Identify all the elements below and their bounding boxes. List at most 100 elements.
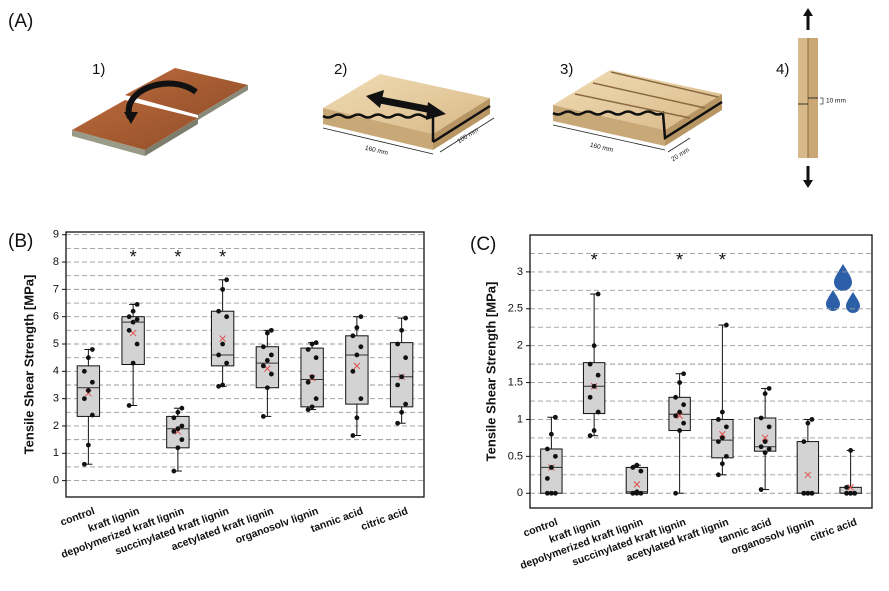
panel-label: (A) (8, 11, 33, 32)
y-tick-label: 2 (53, 420, 59, 432)
data-point (127, 403, 132, 408)
data-point (269, 372, 274, 377)
data-point (179, 437, 184, 442)
data-point (179, 406, 184, 411)
data-point (759, 487, 764, 492)
significance-mark: * (719, 250, 726, 270)
box-group (390, 316, 412, 426)
data-point (224, 314, 229, 319)
data-point (171, 429, 176, 434)
data-point (90, 413, 95, 418)
data-point (677, 380, 682, 385)
data-point (350, 433, 355, 438)
box-group (211, 277, 233, 388)
data-point (716, 472, 721, 477)
data-point (358, 344, 363, 349)
data-point (265, 358, 270, 363)
data-point (220, 287, 225, 292)
data-point (314, 355, 319, 360)
data-point (224, 277, 229, 282)
data-point (634, 463, 639, 468)
data-point (354, 325, 359, 330)
data-point (549, 432, 554, 437)
y-tick-label: 1 (53, 447, 59, 459)
data-point (553, 491, 558, 496)
data-point (403, 316, 408, 321)
data-point (261, 344, 266, 349)
data-point (216, 353, 221, 358)
data-point (354, 415, 359, 420)
y-tick-label: 4 (53, 365, 59, 377)
data-point (135, 302, 140, 307)
dimension-label: 10 mm (826, 98, 846, 105)
box-group (346, 314, 368, 438)
dimension-label: 20 mm (670, 147, 691, 163)
data-point (220, 342, 225, 347)
y-tick-label: 2.5 (508, 303, 523, 315)
data-point (852, 491, 857, 496)
data-point (354, 353, 359, 358)
significance-mark: * (219, 247, 226, 267)
data-point (767, 424, 772, 429)
data-point (314, 340, 319, 345)
water-drop-icon (826, 264, 860, 313)
data-point (767, 447, 772, 452)
data-point (403, 402, 408, 407)
data-point (265, 331, 270, 336)
data-point (553, 454, 558, 459)
data-point (86, 443, 91, 448)
data-point (171, 469, 176, 474)
data-point (175, 445, 180, 450)
data-point (175, 410, 180, 415)
data-point (673, 491, 678, 496)
data-point (801, 439, 806, 444)
data-point (716, 439, 721, 444)
data-point (545, 476, 550, 481)
x-tick-label: citric acid (359, 505, 409, 533)
illustration-step-2 (323, 74, 494, 154)
box (797, 442, 818, 494)
data-point (220, 383, 225, 388)
data-point (844, 485, 849, 490)
plot-frame (66, 232, 424, 497)
data-point (673, 413, 678, 418)
box (754, 418, 775, 451)
box-group (167, 406, 189, 474)
data-point (395, 421, 400, 426)
data-point (135, 342, 140, 347)
data-point (395, 342, 400, 347)
box-group (301, 340, 323, 412)
step-label: 4) (776, 61, 789, 78)
data-point (82, 369, 87, 374)
data-point (724, 424, 729, 429)
data-point (759, 416, 764, 421)
data-point (350, 333, 355, 338)
data-point (306, 407, 311, 412)
data-point (135, 317, 140, 322)
y-tick-label: 1.5 (508, 376, 523, 388)
data-point (596, 292, 601, 297)
data-point (720, 461, 725, 466)
data-point (306, 380, 311, 385)
y-tick-label: 0 (517, 487, 523, 499)
box-group (256, 328, 278, 419)
data-point (358, 314, 363, 319)
data-point (763, 439, 768, 444)
data-point (588, 395, 593, 400)
y-tick-label: 0.5 (508, 450, 523, 462)
data-point (395, 383, 400, 388)
data-point (673, 395, 678, 400)
data-point (399, 374, 404, 379)
data-point (310, 374, 315, 379)
y-tick-label: 3 (517, 266, 523, 278)
data-point (90, 347, 95, 352)
dimension-label: 160 mm (589, 142, 613, 154)
box-group (77, 347, 99, 467)
data-point (82, 462, 87, 467)
box (541, 449, 562, 493)
box-group (754, 386, 775, 492)
dimension-label: 160 mm (364, 145, 388, 157)
y-tick-label: 9 (53, 229, 59, 241)
data-point (638, 469, 643, 474)
data-point (809, 491, 814, 496)
